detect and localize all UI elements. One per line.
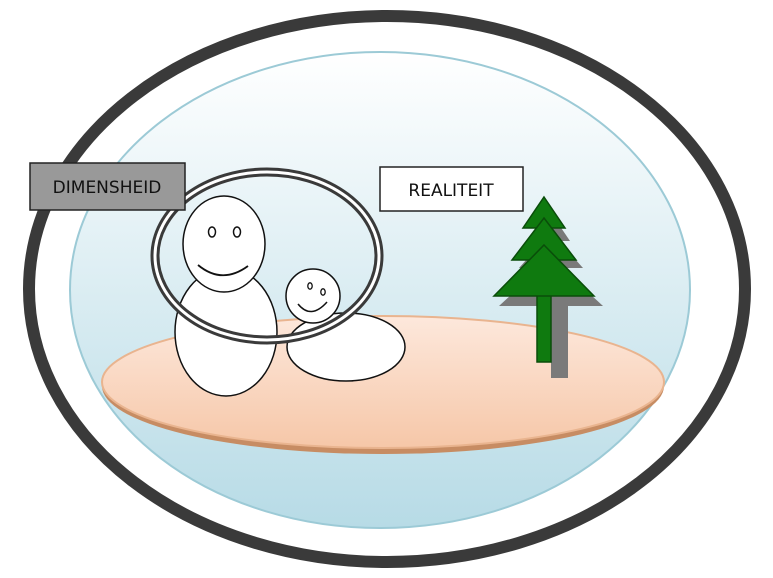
- dimension-label: DIMENSHEID: [53, 178, 162, 198]
- child-body: [286, 312, 406, 382]
- dimension-label-box: DIMENSHEID: [29, 162, 186, 211]
- person-figure-icon: [174, 195, 278, 397]
- child-head: [285, 268, 341, 324]
- adult-head: [182, 195, 266, 293]
- reality-label-box: REALITEIT: [379, 166, 524, 212]
- reality-label: REALITEIT: [408, 181, 494, 201]
- dimension-ring: [150, 167, 384, 345]
- fir-tree-icon: [492, 195, 596, 363]
